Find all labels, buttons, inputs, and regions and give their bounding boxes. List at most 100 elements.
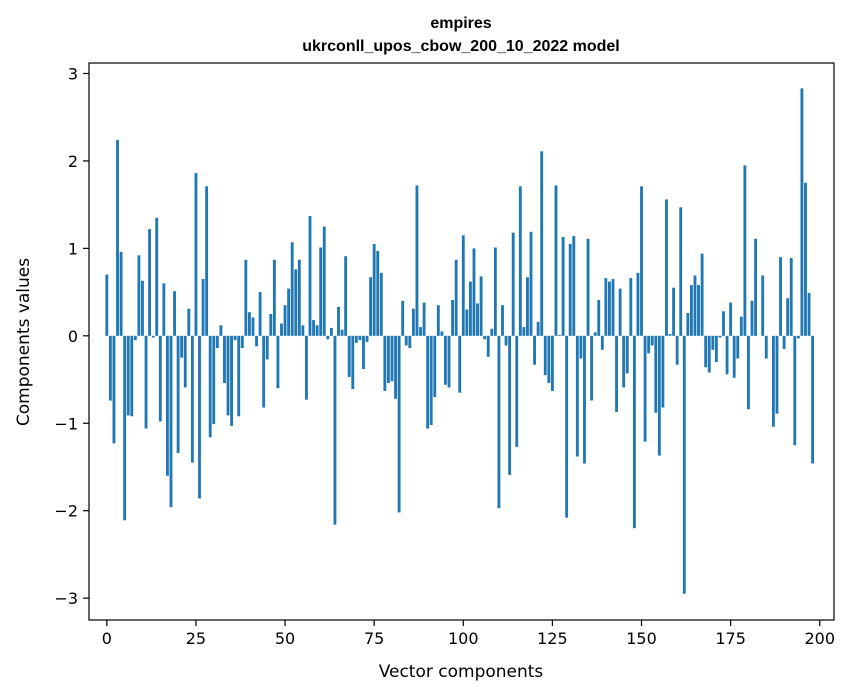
- bars-group: [105, 88, 815, 594]
- x-tick-label: 25: [186, 629, 206, 648]
- bar: [340, 329, 344, 336]
- bar: [294, 269, 298, 336]
- bar: [123, 335, 127, 521]
- bar: [711, 335, 715, 350]
- bar: [536, 321, 540, 336]
- bar: [604, 278, 608, 336]
- bar: [718, 335, 722, 338]
- bar: [158, 335, 162, 422]
- bar: [508, 335, 512, 475]
- bar: [305, 335, 308, 400]
- bar: [665, 199, 668, 336]
- bar: [807, 292, 811, 336]
- y-tick-label: −3: [54, 589, 78, 608]
- x-tick-label: 200: [804, 629, 835, 648]
- bar: [440, 331, 444, 336]
- bar: [173, 291, 176, 336]
- bar: [593, 332, 597, 336]
- bar: [747, 335, 750, 410]
- bar: [750, 300, 754, 336]
- bar: [333, 335, 337, 525]
- bar: [700, 253, 704, 336]
- bar: [280, 323, 283, 336]
- bar: [362, 335, 365, 370]
- bar: [119, 251, 123, 336]
- bar: [729, 302, 733, 336]
- bar: [233, 335, 237, 341]
- bar: [365, 335, 369, 342]
- bar: [611, 278, 615, 336]
- bar: [198, 335, 201, 499]
- bar: [223, 335, 226, 384]
- bar: [247, 312, 251, 336]
- bar: [779, 257, 782, 336]
- bar: [543, 335, 547, 376]
- bar: [679, 207, 683, 336]
- bar: [205, 186, 209, 336]
- y-tick-label: −2: [54, 502, 78, 521]
- bar: [183, 335, 187, 388]
- bar: [108, 335, 112, 401]
- bar: [383, 335, 387, 391]
- bar: [194, 173, 198, 336]
- bar: [390, 335, 394, 382]
- bar: [736, 335, 740, 359]
- bar: [493, 247, 497, 336]
- bar: [565, 335, 569, 518]
- bar: [444, 335, 447, 385]
- bar: [269, 313, 273, 336]
- bar: [151, 335, 155, 338]
- bar: [454, 259, 458, 336]
- bar: [632, 335, 636, 529]
- x-tick-label: 50: [275, 629, 295, 648]
- bar: [590, 335, 594, 401]
- bar: [344, 256, 348, 336]
- bar: [322, 226, 326, 336]
- bar: [636, 272, 640, 336]
- bar: [800, 88, 804, 336]
- bar: [408, 335, 412, 349]
- bar: [689, 285, 693, 336]
- bar: [558, 334, 561, 336]
- bar: [130, 335, 134, 417]
- bar: [230, 335, 234, 426]
- plot-frame: [88, 62, 835, 621]
- bar: [148, 229, 152, 336]
- bar: [764, 335, 768, 359]
- bar: [714, 335, 718, 363]
- bar: [422, 302, 426, 336]
- bar: [518, 186, 522, 336]
- bar: [661, 335, 665, 408]
- bar: [468, 281, 472, 336]
- bar: [583, 335, 586, 464]
- bar: [116, 139, 119, 336]
- bar: [337, 306, 340, 336]
- bar: [497, 335, 501, 509]
- bar: [600, 335, 604, 350]
- bar: [112, 335, 116, 444]
- x-tick-label: 0: [102, 629, 112, 648]
- bar: [308, 216, 312, 336]
- bar: [347, 335, 351, 377]
- bar: [212, 335, 216, 425]
- bar: [244, 259, 248, 336]
- bar: [515, 335, 519, 447]
- bar: [561, 237, 565, 336]
- bar: [426, 335, 430, 429]
- bar: [483, 335, 487, 340]
- bar: [775, 335, 779, 414]
- bar: [262, 335, 266, 408]
- x-tick-label: 150: [626, 629, 657, 648]
- bar: [554, 185, 558, 336]
- bar: [682, 335, 686, 594]
- bar: [166, 335, 169, 476]
- bar: [533, 335, 536, 365]
- bar: [597, 299, 601, 336]
- bar: [668, 334, 672, 336]
- bar: [219, 325, 223, 336]
- bar: [447, 335, 451, 388]
- bar: [486, 335, 490, 357]
- bar: [137, 255, 141, 336]
- y-tick-label: 2: [68, 152, 78, 171]
